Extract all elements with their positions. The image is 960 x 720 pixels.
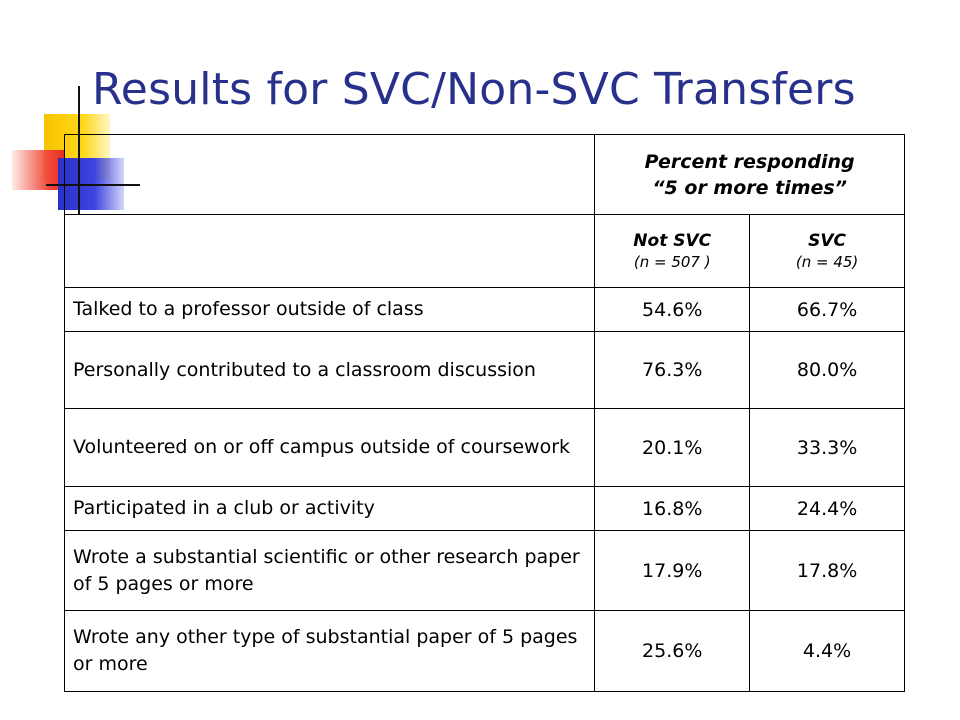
table-row: Talked to a professor outside of class 5… [63, 287, 905, 332]
row-svc-value: 66.7% [749, 287, 905, 332]
header-group-cell: Percent responding “5 or more times” [594, 134, 905, 215]
header-not-svc-cell: Not SVC (n = 507 ) [594, 214, 751, 288]
row-label: Personally contributed to a classroom di… [63, 331, 596, 409]
slide-title: Results for SVC/Non-SVC Transfers [92, 64, 856, 115]
table-row: Personally contributed to a classroom di… [63, 331, 905, 409]
header-not-svc-label: Not SVC [633, 231, 712, 251]
table-row: Wrote a substantial scientific or other … [63, 530, 905, 611]
row-label: Talked to a professor outside of class [63, 287, 596, 332]
row-not-svc-value: 54.6% [594, 287, 751, 332]
row-svc-value: 33.3% [749, 408, 905, 487]
row-svc-value: 24.4% [749, 486, 905, 531]
table-subheader-row: Not SVC (n = 507 ) SVC (n = 45) [63, 214, 905, 288]
header-group-line1: Percent responding [644, 150, 855, 173]
header-not-svc-n: (n = 507 ) [633, 253, 711, 271]
row-svc-value: 17.8% [749, 530, 905, 611]
row-not-svc-value: 17.9% [594, 530, 751, 611]
row-not-svc-value: 16.8% [594, 486, 751, 531]
subheader-empty-cell [63, 214, 596, 288]
row-not-svc-value: 76.3% [594, 331, 751, 409]
row-label: Wrote a substantial scientific or other … [63, 530, 596, 611]
table-header-row: Percent responding “5 or more times” [63, 134, 905, 215]
row-svc-value: 4.4% [749, 610, 905, 692]
results-table: Percent responding “5 or more times” Not… [63, 134, 905, 692]
table-row: Participated in a club or activity 16.8%… [63, 486, 905, 531]
decorative-red-square [12, 150, 64, 190]
header-empty-cell [63, 134, 596, 215]
row-svc-value: 80.0% [749, 331, 905, 409]
header-svc-label: SVC [808, 231, 847, 251]
header-svc-n: (n = 45) [795, 253, 859, 271]
row-not-svc-value: 25.6% [594, 610, 751, 692]
row-label: Volunteered on or off campus outside of … [63, 408, 596, 487]
row-label: Wrote any other type of substantial pape… [63, 610, 596, 692]
table-row: Volunteered on or off campus outside of … [63, 408, 905, 487]
header-group-line2: “5 or more times” [652, 176, 847, 199]
row-not-svc-value: 20.1% [594, 408, 751, 487]
header-svc-cell: SVC (n = 45) [749, 214, 905, 288]
table-row: Wrote any other type of substantial pape… [63, 610, 905, 692]
row-label: Participated in a club or activity [63, 486, 596, 531]
